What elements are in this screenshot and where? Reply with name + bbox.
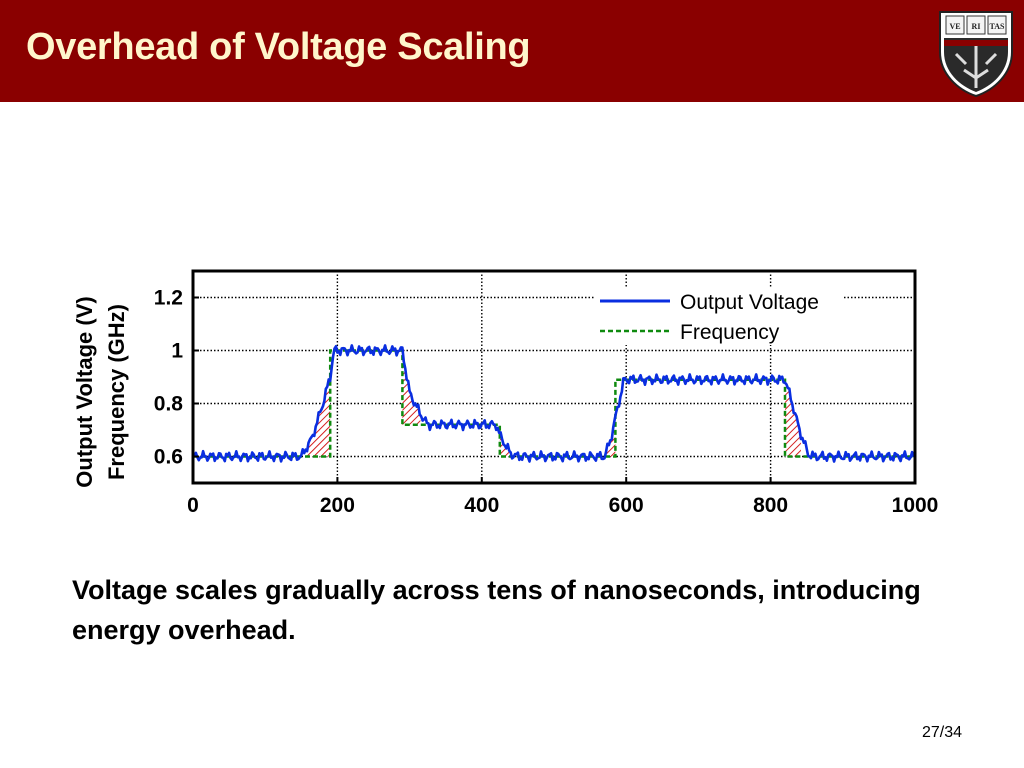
series-lines bbox=[192, 344, 916, 463]
x-tick-label: 600 bbox=[609, 494, 644, 517]
y-tick-label: 0.6 bbox=[154, 446, 183, 469]
x-tick-label: 400 bbox=[464, 494, 499, 517]
slide-header bbox=[0, 0, 1024, 102]
harvard-shield-icon: VE RI TAS bbox=[939, 11, 1013, 98]
y-tick-label: 1.2 bbox=[154, 287, 183, 310]
x-tick-label: 0 bbox=[187, 494, 199, 517]
overhead-region-3 bbox=[604, 418, 616, 457]
slide-caption: Voltage scales gradually across tens of … bbox=[72, 575, 921, 645]
y-tick-label: 1 bbox=[171, 340, 183, 363]
plot-frame bbox=[191, 269, 917, 485]
overhead-region-0 bbox=[304, 377, 331, 457]
legend-label-voltage: Output Voltage bbox=[680, 291, 819, 314]
legend: Output Voltage Frequency bbox=[594, 287, 844, 345]
frequency-line bbox=[193, 349, 915, 458]
x-tick-label: 200 bbox=[320, 494, 355, 517]
axes: 0 200 400 600 800 1000 0.6 0.8 1 1.2 Output Voltag… bbox=[72, 269, 939, 517]
overhead-region-4 bbox=[785, 379, 801, 457]
y-tick-label: 0.8 bbox=[154, 393, 184, 416]
voltage-frequency-chart: 0 200 400 600 800 1000 0.6 0.8 1 1.2 Output Voltag… bbox=[72, 269, 939, 517]
x-tick-label: 1000 bbox=[892, 494, 939, 517]
slide-title: Overhead of Voltage Scaling bbox=[26, 26, 531, 68]
logo-text-ri: RI bbox=[972, 22, 981, 31]
legend-background bbox=[594, 287, 844, 345]
y-axis-label: Output Voltage (V) bbox=[72, 296, 97, 487]
logo-text-tas: TAS bbox=[990, 22, 1006, 31]
output-voltage-line bbox=[192, 344, 916, 463]
logo-text-ve: VE bbox=[949, 22, 960, 31]
legend-label-frequency: Frequency bbox=[680, 321, 780, 344]
y-axis-label: Frequency (GHz) bbox=[104, 304, 129, 480]
x-tick-label: 800 bbox=[753, 494, 788, 517]
page-number: 27/34 bbox=[922, 724, 963, 741]
